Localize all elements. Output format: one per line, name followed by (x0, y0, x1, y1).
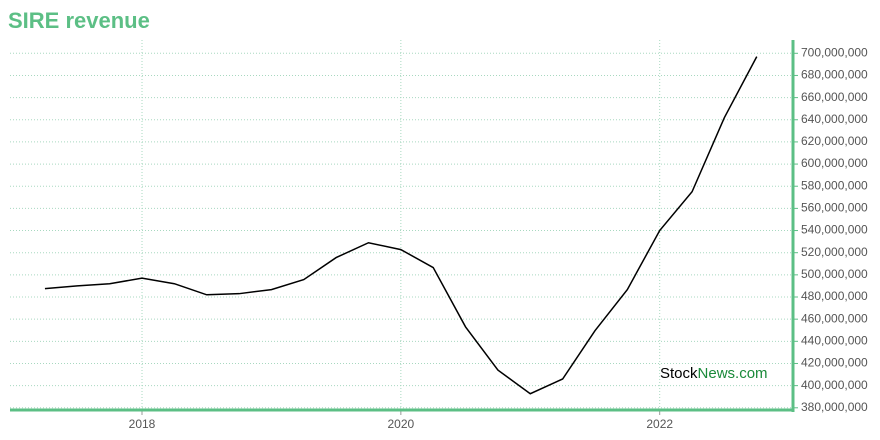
y-tick-label: 540,000,000 (801, 223, 868, 237)
y-tick-label: 660,000,000 (801, 90, 868, 104)
y-tick-label: 480,000,000 (801, 289, 868, 303)
y-tick-label: 460,000,000 (801, 311, 868, 325)
y-tick-label: 400,000,000 (801, 378, 868, 392)
y-tick-label: 520,000,000 (801, 245, 868, 259)
x-tick-label: 2018 (129, 417, 156, 431)
x-tick-label: 2020 (388, 417, 415, 431)
y-tick-label: 640,000,000 (801, 112, 868, 126)
line (44, 56, 758, 395)
y-tick-label: 420,000,000 (801, 356, 868, 370)
y-tick-label: 580,000,000 (801, 178, 868, 192)
y-tick-label: 560,000,000 (801, 201, 868, 215)
x-tick-label: 2022 (646, 417, 673, 431)
y-tick-label: 700,000,000 (801, 45, 868, 59)
watermark-part: Stock (660, 365, 698, 382)
y-tick-label: 380,000,000 (801, 400, 868, 414)
y-tick-label: 500,000,000 (801, 267, 868, 281)
watermark-part: News.com (698, 365, 768, 382)
y-tick-label: 620,000,000 (801, 134, 868, 148)
y-tick-label: 600,000,000 (801, 156, 868, 170)
y-tick-label: 680,000,000 (801, 68, 868, 82)
y-tick-label: 440,000,000 (801, 333, 868, 347)
chart-title: SIRE revenue (8, 8, 150, 33)
watermark: StockNews.com (660, 365, 768, 382)
